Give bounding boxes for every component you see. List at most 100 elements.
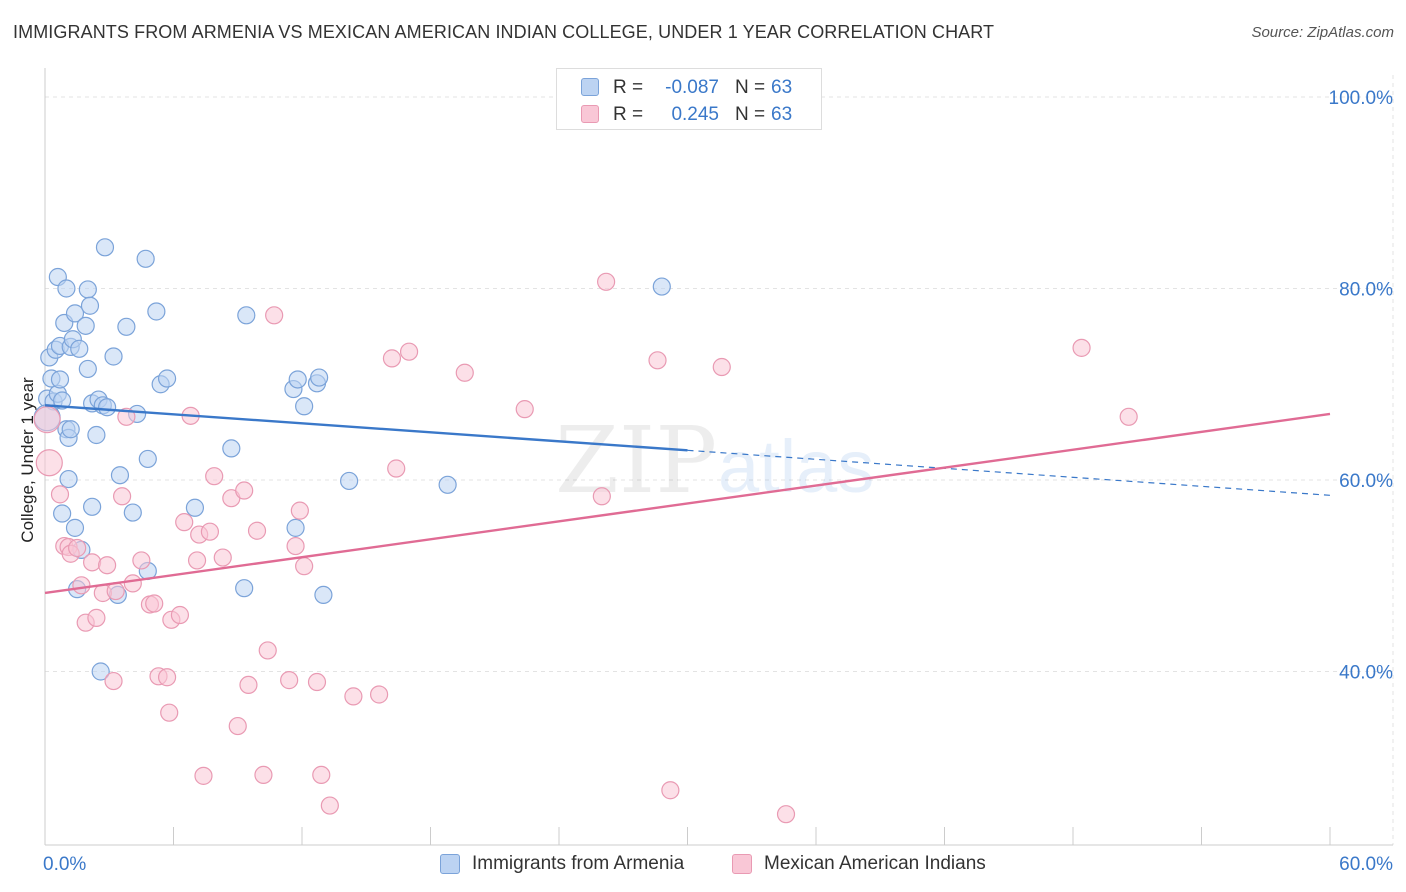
point-mexican bbox=[1119, 407, 1138, 426]
point-armenia bbox=[50, 370, 70, 389]
point-armenia bbox=[95, 238, 115, 257]
point-mexican bbox=[280, 671, 299, 690]
stats-row-armenia: R = -0.087 N = 63 bbox=[557, 74, 821, 100]
stats-n-label: N = bbox=[735, 104, 766, 125]
point-mexican bbox=[258, 641, 277, 660]
legend-swatch-mexican bbox=[732, 854, 752, 874]
point-armenia bbox=[138, 449, 157, 469]
point-mexican bbox=[455, 363, 474, 382]
point-mexican bbox=[254, 765, 273, 785]
point-armenia bbox=[61, 420, 80, 439]
point-mexican bbox=[235, 481, 254, 500]
stats-n-label: N = bbox=[735, 77, 766, 98]
point-mexican bbox=[712, 357, 731, 377]
point-armenia bbox=[117, 317, 136, 336]
point-mexican bbox=[205, 467, 224, 486]
point-armenia bbox=[237, 306, 256, 325]
point-mexican bbox=[597, 272, 616, 291]
point-mexican bbox=[112, 487, 132, 506]
point-mexican bbox=[592, 487, 611, 506]
stats-r-value: 0.245 bbox=[671, 104, 719, 125]
point-mexican bbox=[265, 306, 284, 325]
point-mexican bbox=[33, 406, 61, 434]
trend-lines bbox=[44, 404, 1331, 595]
point-armenia bbox=[123, 503, 142, 522]
point-mexican bbox=[132, 551, 151, 570]
point-mexican bbox=[312, 765, 331, 785]
point-armenia bbox=[310, 368, 329, 387]
point-armenia bbox=[340, 471, 359, 491]
legend-swatch-armenia bbox=[440, 854, 460, 874]
point-mexican bbox=[648, 351, 667, 370]
stats-n-value: 63 bbox=[771, 104, 793, 125]
point-mexican bbox=[307, 672, 327, 692]
point-armenia bbox=[70, 339, 89, 358]
point-mexican bbox=[160, 703, 179, 722]
point-armenia bbox=[235, 579, 254, 598]
stats-box: R = -0.087 N = 63 R = 0.245 N = 63 bbox=[556, 68, 822, 130]
stats-swatch-armenia bbox=[581, 78, 599, 96]
point-armenia bbox=[110, 466, 130, 485]
point-armenia bbox=[222, 439, 241, 458]
point-mexican bbox=[123, 574, 142, 593]
point-armenia bbox=[147, 302, 166, 321]
point-mexican bbox=[382, 349, 402, 368]
point-mexican bbox=[247, 521, 267, 540]
y-tick-label: 80.0% bbox=[1339, 280, 1393, 301]
point-armenia bbox=[652, 277, 671, 296]
point-mexican bbox=[1072, 338, 1091, 357]
point-armenia bbox=[83, 497, 102, 516]
stats-row-mexican: R = 0.245 N = 63 bbox=[557, 101, 821, 127]
chart-title: IMMIGRANTS FROM ARMENIA VS MEXICAN AMERI… bbox=[13, 22, 995, 42]
stats-r-value: -0.087 bbox=[665, 77, 719, 98]
point-armenia bbox=[438, 475, 457, 494]
stats-swatch-mexican bbox=[581, 105, 599, 123]
point-mexican bbox=[370, 685, 389, 704]
point-mexican bbox=[145, 594, 164, 613]
point-mexican bbox=[87, 608, 106, 627]
legend-label-armenia: Immigrants from Armenia bbox=[472, 853, 685, 874]
point-mexican bbox=[320, 796, 339, 815]
point-mexican bbox=[661, 781, 680, 800]
point-armenia bbox=[286, 518, 305, 537]
point-mexican bbox=[104, 671, 123, 691]
point-mexican bbox=[68, 538, 87, 558]
point-mexican bbox=[83, 553, 102, 572]
point-mexican bbox=[72, 576, 91, 595]
point-mexican bbox=[228, 716, 247, 736]
point-mexican bbox=[194, 766, 213, 785]
point-armenia bbox=[80, 296, 100, 315]
point-mexican bbox=[175, 513, 194, 532]
point-armenia bbox=[295, 397, 314, 416]
point-mexican bbox=[213, 548, 232, 567]
point-armenia bbox=[53, 504, 72, 523]
trend-line-armenia-extension bbox=[687, 449, 1331, 496]
point-armenia bbox=[98, 398, 117, 417]
point-armenia bbox=[57, 279, 76, 298]
point-armenia bbox=[314, 585, 333, 605]
watermark-atlas: atlas bbox=[718, 425, 874, 508]
point-armenia bbox=[65, 518, 85, 537]
point-armenia bbox=[78, 280, 97, 299]
stats-r-label: R = bbox=[613, 104, 644, 125]
point-armenia bbox=[136, 249, 155, 268]
point-mexican bbox=[515, 400, 534, 419]
y-tick-label: 100.0% bbox=[1329, 88, 1394, 109]
watermark-zip: ZIP bbox=[555, 407, 717, 514]
point-armenia bbox=[59, 469, 78, 489]
point-mexican bbox=[200, 522, 220, 541]
point-mexican bbox=[295, 557, 314, 576]
point-armenia bbox=[53, 391, 72, 410]
point-mexican bbox=[117, 407, 136, 426]
point-mexican bbox=[187, 551, 207, 570]
point-armenia bbox=[78, 359, 97, 379]
point-mexican bbox=[157, 668, 177, 687]
point-mexican bbox=[35, 449, 63, 477]
x-tick-label: 60.0% bbox=[1339, 854, 1393, 875]
point-mexican bbox=[344, 687, 363, 706]
point-mexican bbox=[170, 605, 190, 625]
legend-label-mexican: Mexican American Indians bbox=[764, 853, 986, 874]
point-mexican bbox=[239, 675, 258, 695]
point-mexican bbox=[399, 342, 419, 361]
trend-line-mexican bbox=[44, 412, 1331, 595]
